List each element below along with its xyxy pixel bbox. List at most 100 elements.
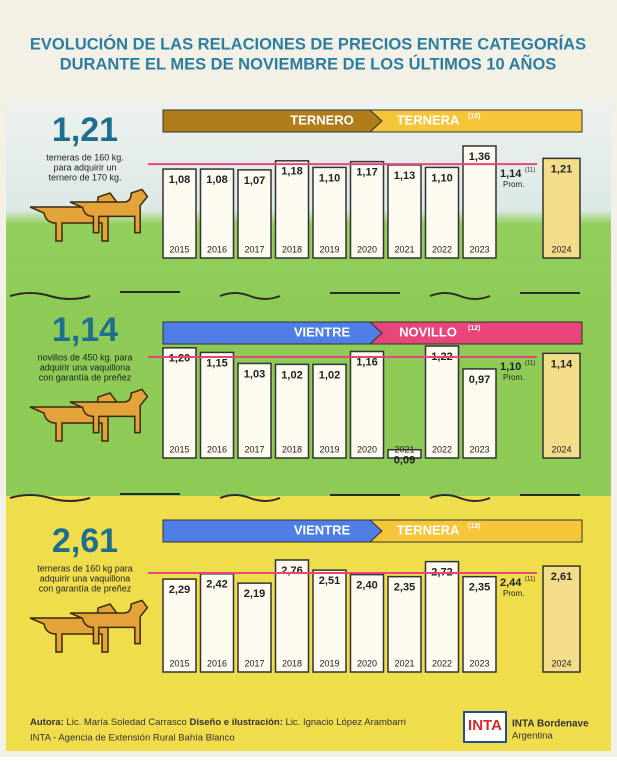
header-note: (13) [468, 523, 480, 530]
value-label: 1,08 [169, 174, 190, 186]
value-label: 1,02 [319, 369, 340, 381]
header-label: TERNERA [397, 112, 460, 127]
value-label: 1,36 [469, 151, 490, 163]
value-label: 2,35 [469, 582, 490, 594]
bar [349, 573, 385, 673]
year-label: 2019 [319, 658, 339, 668]
cow [69, 188, 149, 234]
cow [69, 599, 149, 645]
bar [162, 347, 197, 459]
bar [237, 362, 272, 459]
year-label: 2021 [394, 244, 414, 254]
title: EVOLUCIÓN DE LAS RELACIONES DE PRECIOS E… [30, 34, 586, 53]
bar [274, 363, 310, 459]
year-label: 2015 [169, 244, 189, 254]
average-note: (11) [525, 168, 535, 174]
value-label: 0,97 [469, 374, 490, 386]
value-label: 2,35 [394, 582, 415, 594]
bar [237, 169, 272, 259]
bar [387, 448, 422, 459]
headline: 1,21 [52, 111, 118, 149]
average-label: 1,14 [500, 168, 522, 180]
year-label: 2020 [357, 658, 377, 668]
header-label: VIENTRE [294, 522, 351, 537]
value-label: 2,40 [356, 580, 377, 592]
year-label: 2021 [394, 444, 414, 454]
description: ternero de 170 kg. [48, 172, 121, 182]
agency: INTA - Agencia de Extensión Rural Bahía … [30, 733, 235, 744]
value-label: 1,07 [244, 175, 265, 187]
bar [237, 582, 272, 673]
average-note: (11) [525, 577, 535, 583]
bar [274, 160, 310, 259]
description: para adquirir un [53, 162, 116, 172]
year-label: 2017 [244, 444, 264, 454]
year-label: 2016 [207, 244, 227, 254]
description: novillos de 450 kg. para [37, 352, 132, 362]
value-label: 2,19 [244, 588, 265, 600]
value-label: 1,03 [244, 368, 265, 380]
bar [424, 560, 460, 673]
org: INTA Bordenave [512, 719, 589, 730]
year-label: 2018 [282, 244, 302, 254]
year-label: 2023 [469, 244, 489, 254]
bar [312, 569, 347, 673]
year-label: 2019 [319, 444, 339, 454]
description: adquirir una vaquillona [40, 362, 131, 372]
bar [349, 160, 385, 259]
bar [199, 351, 235, 459]
cow [69, 388, 149, 434]
bar [542, 565, 581, 673]
bar [349, 350, 385, 459]
year-label: 2021 [394, 658, 414, 668]
bar [274, 559, 310, 673]
description: con garantía de preñez [39, 372, 132, 382]
year-label: 2015 [169, 658, 189, 668]
header-note: (12) [468, 325, 480, 332]
logo: INTA [468, 717, 502, 734]
year-label: 2024 [551, 444, 571, 454]
year-label: 2022 [432, 244, 452, 254]
bar [542, 157, 581, 259]
description: adquirir una vaquillona [40, 573, 131, 583]
credits: Autora: Lic. María Soledad Carrasco Dise… [30, 717, 406, 728]
year-label: 2022 [432, 658, 452, 668]
value-label: 1,15 [206, 357, 227, 369]
value-label: 1,16 [356, 356, 377, 368]
year-label: 2020 [357, 444, 377, 454]
value-label: 1,20 [169, 353, 190, 365]
value-label: 1,14 [551, 358, 573, 370]
average-note: (11) [525, 361, 535, 367]
headline: 2,61 [52, 522, 118, 560]
value-label: 1,18 [281, 166, 302, 178]
bar [462, 575, 497, 673]
year-label: 2015 [169, 444, 189, 454]
year-label: 2024 [551, 658, 571, 668]
bar [199, 573, 235, 673]
headline: 1,14 [52, 311, 118, 349]
value-label: 2,29 [169, 584, 190, 596]
year-label: 2018 [282, 444, 302, 454]
year-label: 2023 [469, 444, 489, 454]
average-text: Prom. [503, 373, 524, 382]
header-label: NOVILLO [399, 324, 457, 339]
header-label: VIENTRE [294, 324, 351, 339]
average-label: 1,10 [500, 361, 521, 373]
description: con garantía de preñez [39, 583, 132, 593]
year-label: 2024 [551, 244, 571, 254]
value-label: 2,51 [319, 575, 340, 587]
header-label: TERNERO [290, 112, 354, 127]
year-label: 2017 [244, 244, 264, 254]
bar [542, 352, 581, 459]
value-label: 1,02 [281, 369, 302, 381]
value-label: 2,42 [206, 579, 227, 591]
year-label: 2018 [282, 658, 302, 668]
bar [387, 575, 422, 673]
value-label: 1,13 [394, 170, 415, 182]
bar [162, 168, 197, 259]
grass-line [9, 291, 580, 300]
header-to [368, 321, 583, 345]
logo-box [463, 711, 507, 743]
